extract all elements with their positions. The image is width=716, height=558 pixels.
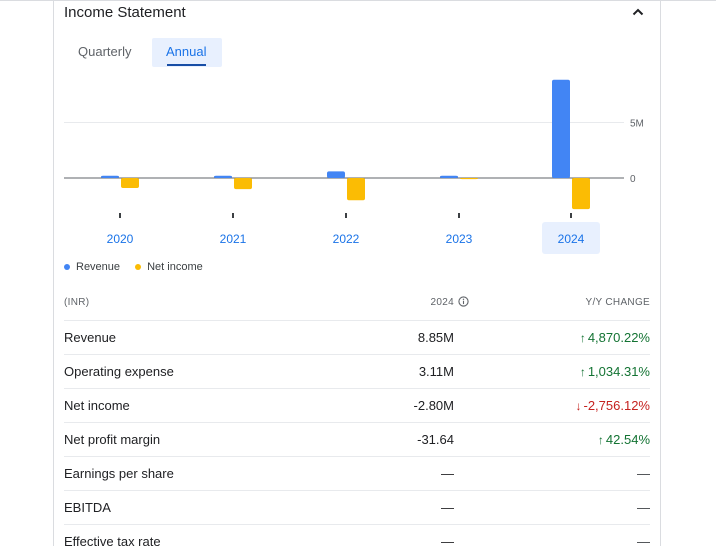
table-row: Operating expense 3.11M ↑ 1,034.31% <box>64 354 650 388</box>
tab-annual-label: Annual <box>166 44 207 59</box>
revenue-bar <box>327 171 345 178</box>
row-change: ↑ 4,870.22% <box>580 330 650 345</box>
row-change: ↓ -2,756.12% <box>576 398 651 413</box>
row-value: — <box>441 534 454 549</box>
table-row: EBITDA — — <box>64 490 650 524</box>
legend-item-revenue: Revenue <box>64 261 120 273</box>
net-income-bar <box>234 178 252 190</box>
legend-label-net-income: Net income <box>147 261 203 273</box>
x-tick-label: 2024 <box>558 232 585 246</box>
x-tick-label: 2020 <box>107 232 134 246</box>
legend-item-net-income: Net income <box>135 261 203 273</box>
table-row: Revenue 8.85M ↑ 4,870.22% <box>64 320 650 354</box>
y-tick-label: 5M <box>630 119 644 130</box>
row-change-value: -2,756.12% <box>583 398 651 413</box>
tab-quarterly[interactable]: Quarterly <box>78 44 132 59</box>
revenue-bar <box>552 79 570 178</box>
row-metric: Effective tax rate <box>64 534 161 549</box>
top-divider <box>0 0 716 1</box>
row-change: — <box>637 466 650 481</box>
row-metric: Net income <box>64 398 130 413</box>
row-value: 3.11M <box>418 364 454 379</box>
table-row: Net profit margin -31.64 ↑ 42.54% <box>64 422 650 456</box>
net-income-bar <box>347 178 365 201</box>
row-change: ↑ 42.54% <box>598 432 650 447</box>
row-change-value: 42.54% <box>605 432 650 447</box>
row-metric: Revenue <box>64 330 117 345</box>
tab-annual-underline <box>167 64 206 66</box>
arrow-up-icon: ↑ <box>579 331 586 345</box>
net-income-bar <box>572 178 590 210</box>
arrow-down-icon: ↓ <box>575 399 582 413</box>
income-statement-card: Income Statement Quarterly Annual 0 5M 202… <box>53 0 661 549</box>
revenue-bar <box>214 175 232 178</box>
revenue-bar <box>440 175 458 178</box>
row-change: — <box>637 500 650 515</box>
selected-year-highlight <box>542 222 600 254</box>
row-value: — <box>441 466 454 481</box>
row-change-value: — <box>637 534 650 549</box>
x-tick-label: 2021 <box>220 232 247 246</box>
row-change-value: — <box>637 500 650 515</box>
row-change: — <box>637 534 650 549</box>
revenue-bar <box>101 175 119 178</box>
income-table: (INR) 2024 Y/Y CHANGE Revenue 8.85M ↑ 4,870… <box>64 286 650 558</box>
table-row: Net income -2.80M ↓ -2,756.12% <box>64 388 650 422</box>
header-change: Y/Y CHANGE <box>585 297 650 308</box>
row-value: -31.64 <box>417 432 454 447</box>
income-chart: 0 5M 2020 2021 2022 2023 2024 <box>64 79 644 254</box>
row-change-value: 4,870.22% <box>587 330 650 345</box>
row-metric: Earnings per share <box>64 466 174 481</box>
x-tick-label: 2023 <box>446 232 473 246</box>
table-row: Effective tax rate — — <box>64 524 650 558</box>
header-currency: (INR) <box>64 297 90 308</box>
row-value: — <box>441 500 454 515</box>
tab-annual[interactable]: Annual <box>152 38 222 67</box>
table-header: (INR) 2024 Y/Y CHANGE <box>64 286 650 320</box>
row-metric: EBITDA <box>64 500 111 515</box>
header-year: 2024 <box>430 297 454 308</box>
chevron-up-icon[interactable] <box>630 4 646 20</box>
net-income-bar <box>121 178 139 188</box>
arrow-up-icon: ↑ <box>597 433 604 447</box>
card-title: Income Statement <box>64 4 186 21</box>
row-change-value: — <box>637 466 650 481</box>
y-tick-label: 0 <box>630 174 636 185</box>
arrow-up-icon: ↑ <box>579 365 586 379</box>
row-change: ↑ 1,034.31% <box>580 364 650 379</box>
net-income-dot-icon <box>135 264 142 271</box>
legend-label-revenue: Revenue <box>76 261 121 273</box>
x-tick-label: 2022 <box>333 232 360 246</box>
row-value: 8.85M <box>417 330 454 345</box>
chart-legend: Revenue Net income <box>64 261 215 273</box>
row-change-value: 1,034.31% <box>587 364 650 379</box>
info-icon[interactable] <box>458 296 469 307</box>
revenue-dot-icon <box>64 264 70 271</box>
row-value: -2.80M <box>413 398 454 413</box>
row-metric: Operating expense <box>64 364 174 379</box>
table-row: Earnings per share — — <box>64 456 650 490</box>
row-metric: Net profit margin <box>64 432 161 447</box>
net-income-bar <box>460 178 478 180</box>
